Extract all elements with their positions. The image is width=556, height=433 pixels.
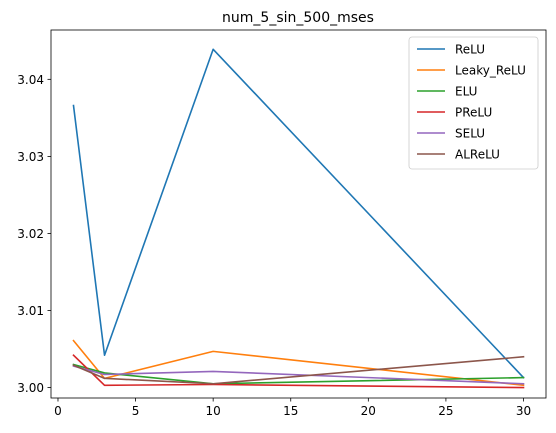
legend-label: ALReLU	[455, 148, 500, 162]
legend-label: Leaky_ReLU	[455, 64, 526, 78]
legend-label: SELU	[455, 127, 485, 141]
y-tick-label: 3.04	[17, 73, 44, 87]
x-tick-label: 15	[283, 404, 298, 418]
y-tick-label: 3.02	[17, 227, 44, 241]
x-tick-label: 20	[361, 404, 376, 418]
series-line-alrelu	[72, 355, 525, 385]
series-line-relu	[72, 48, 525, 379]
plot-area-frame	[50, 29, 547, 399]
chart-title: num_5_sin_500_mses	[222, 10, 374, 26]
legend-label: ReLU	[455, 43, 485, 57]
x-tick-label: 10	[206, 404, 221, 418]
series-line-elu	[72, 363, 525, 385]
x-tick-label: 0	[54, 404, 62, 418]
series-layer	[72, 48, 525, 389]
y-tick-label: 3.00	[17, 381, 44, 395]
y-tick-label: 3.03	[17, 150, 44, 164]
x-tick-label: 5	[132, 404, 140, 418]
series-line-leaky-relu	[72, 339, 525, 387]
y-axis: 3.00 3.01 3.02 3.03 3.04	[17, 73, 51, 395]
legend-label: PReLU	[455, 106, 492, 120]
y-tick-label: 3.01	[17, 304, 44, 318]
legend-label: ELU	[455, 85, 477, 99]
series-line-selu	[72, 365, 525, 385]
x-axis: 0 5 10 15 20 25 30	[54, 398, 531, 418]
x-tick-label: 30	[516, 404, 531, 418]
x-tick-label: 25	[438, 404, 453, 418]
legend: ReLU Leaky_ReLU ELU PReLU SELU ALReLU	[408, 36, 539, 170]
